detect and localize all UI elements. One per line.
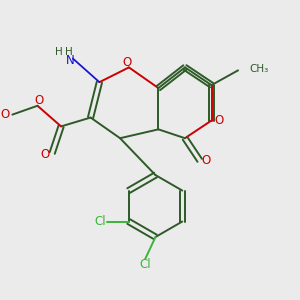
- Text: Cl: Cl: [139, 258, 151, 271]
- Text: Cl: Cl: [95, 215, 106, 228]
- Text: CH₃: CH₃: [249, 64, 268, 74]
- Text: O: O: [40, 148, 50, 161]
- Text: H: H: [55, 47, 63, 57]
- Text: N: N: [66, 53, 74, 67]
- Text: H: H: [65, 47, 73, 57]
- Text: O: O: [34, 94, 44, 107]
- Text: O: O: [202, 154, 211, 167]
- Text: O: O: [214, 114, 224, 127]
- Text: O: O: [0, 108, 10, 121]
- Text: O: O: [123, 56, 132, 70]
